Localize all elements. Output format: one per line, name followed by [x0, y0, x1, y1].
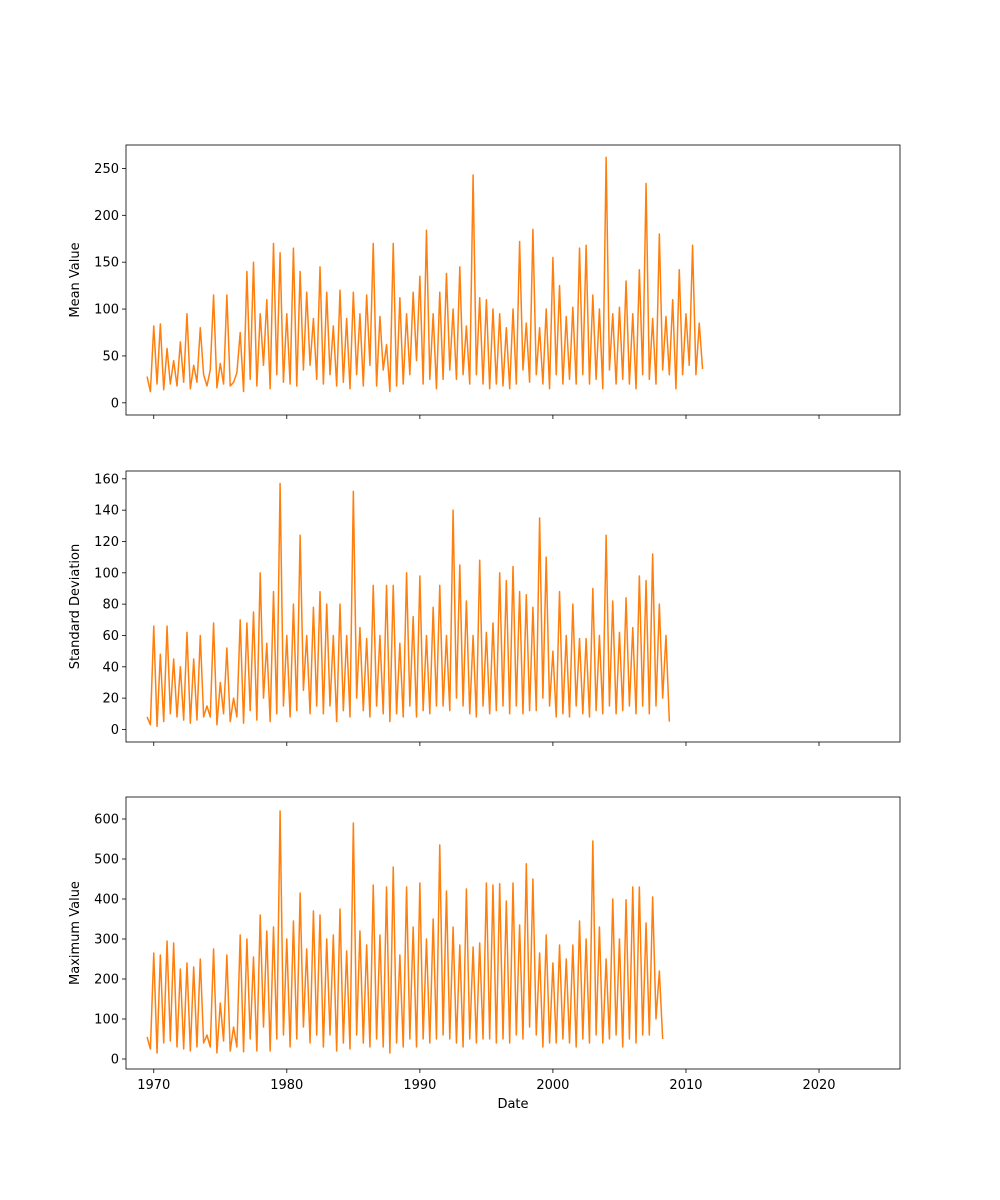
y-tick-label: 120: [94, 535, 119, 550]
y-tick-label: 80: [102, 598, 119, 613]
y-tick-label: 150: [94, 256, 119, 271]
y-axis-label: Standard Deviation: [68, 544, 83, 669]
chart-panel-2: 0 20 40 60 80 100 120 140 160 Standard Deviation: [68, 470, 901, 746]
y-tick-label: 20: [102, 692, 119, 707]
chart-panel-1: 0 50 100 150 200 250 Mean Value: [68, 144, 901, 419]
y-tick-label: 100: [94, 566, 119, 581]
y-tick-label: 500: [94, 853, 119, 868]
y-tick-label: 600: [94, 813, 119, 828]
y-tick-label: 100: [94, 1013, 119, 1028]
y-tick-label: 50: [102, 349, 119, 364]
x-axis-label: Date: [497, 1097, 528, 1112]
x-tick-label: 1970: [137, 1078, 170, 1093]
y-tick-label: 160: [94, 472, 119, 487]
y-tick-label: 140: [94, 504, 119, 519]
x-tick-label: 1980: [270, 1078, 303, 1093]
axes-frame: [125, 470, 901, 743]
y-axis-label: Mean Value: [68, 242, 83, 317]
y-tick-label: 250: [94, 162, 119, 177]
y-tick-label: 300: [94, 933, 119, 948]
y-tick-label: 40: [102, 660, 119, 675]
y-tick-label: 400: [94, 893, 119, 908]
y-tick-label: 0: [111, 723, 119, 738]
y-tick-label: 60: [102, 629, 119, 644]
chart-panel-3: 0 100 200 300 400 500 600 1970 1980 1990 2000 2010 2…: [68, 796, 901, 1112]
y-axis-label: Maximum Value: [68, 881, 83, 985]
series-line: [146, 156, 704, 393]
x-tick-label: 2000: [536, 1078, 569, 1093]
axes-frame: [125, 796, 901, 1070]
y-tick-label: 0: [111, 1053, 119, 1068]
y-tick-label: 200: [94, 209, 119, 224]
x-tick-label: 2020: [802, 1078, 835, 1093]
x-tick-label: 2010: [669, 1078, 702, 1093]
y-tick-label: 100: [94, 303, 119, 318]
y-tick-label: 200: [94, 973, 119, 988]
series-line: [146, 810, 664, 1054]
series-line: [146, 482, 671, 728]
x-tick-label: 1990: [403, 1078, 436, 1093]
axes-frame: [125, 144, 901, 416]
y-tick-label: 0: [111, 396, 119, 411]
